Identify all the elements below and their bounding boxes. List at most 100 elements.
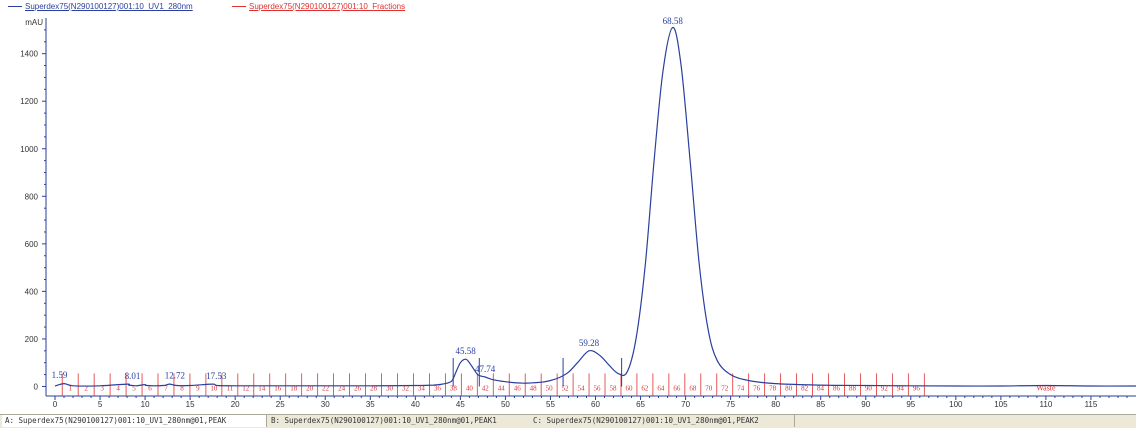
legend-swatch-fractions: [232, 6, 246, 7]
y-tick-label: 1000: [20, 145, 38, 154]
peak-label: 47.74: [475, 364, 496, 374]
fraction-label: 74: [737, 385, 745, 393]
fraction-label: 22: [322, 385, 330, 393]
fraction-label: 6: [148, 385, 152, 393]
fraction-label: 10: [210, 385, 218, 393]
fraction-label: 84: [817, 385, 825, 393]
legend-entry-uv: Superdex75(N290100127)001:10_UV1_280nm: [8, 2, 193, 11]
x-tick-label: 0: [53, 400, 58, 409]
fraction-label: 16: [274, 385, 282, 393]
y-axis-label: mAU: [25, 18, 43, 27]
fraction-label: 42: [482, 385, 490, 393]
fraction-label: 68: [689, 385, 697, 393]
x-tick-label: 20: [231, 400, 240, 409]
x-tick-label: 75: [726, 400, 735, 409]
fraction-label: 26: [354, 385, 362, 393]
fraction-label: 76: [753, 385, 761, 393]
legend-label-fractions[interactable]: Superdex75(N290100127)001:10_Fractions: [249, 2, 406, 11]
peak-label: 45.58: [455, 346, 476, 356]
legend-label-uv[interactable]: Superdex75(N290100127)001:10_UV1_280nm: [25, 2, 193, 11]
fraction-label: 90: [865, 385, 873, 393]
fraction-label: 82: [801, 385, 809, 393]
x-tick-label: 115: [1085, 400, 1098, 409]
fraction-label: 1: [68, 385, 72, 393]
peak-label: 17.53: [206, 371, 227, 381]
peak-label: 1.59: [52, 370, 68, 380]
x-tick-label: 10: [141, 400, 150, 409]
x-tick-label: 50: [501, 400, 510, 409]
x-tick-label: 5: [98, 400, 103, 409]
x-tick-label: 30: [321, 400, 330, 409]
x-tick-label: 65: [636, 400, 645, 409]
y-tick-label: 0: [34, 382, 39, 391]
fraction-label: 14: [258, 385, 266, 393]
fraction-label: 92: [881, 385, 889, 393]
fraction-label: 18: [290, 385, 298, 393]
fraction-label: 44: [498, 385, 506, 393]
fraction-label: 58: [609, 385, 617, 393]
fraction-label: 8: [180, 385, 184, 393]
y-tick-label: 1400: [20, 50, 38, 59]
fraction-label: 88: [849, 385, 857, 393]
fraction-waste-label: Waste: [1036, 384, 1056, 393]
fraction-label: 20: [306, 385, 314, 393]
tab-peak-a[interactable]: A: Superdex75(N290100127)001:10_UV1_280n…: [2, 415, 267, 427]
fraction-label: 54: [578, 385, 586, 393]
fraction-label: 3: [100, 385, 104, 393]
fraction-label: 34: [418, 385, 426, 393]
y-tick-label: 1200: [20, 97, 38, 106]
fraction-label: 40: [466, 385, 474, 393]
x-tick-label: 95: [906, 400, 915, 409]
y-tick-label: 200: [25, 335, 39, 344]
y-tick-label: 400: [25, 287, 39, 296]
x-tick-label: 105: [994, 400, 1008, 409]
chart-legend: Superdex75(N290100127)001:10_UV1_280nm S…: [0, 0, 1136, 14]
fraction-label: 62: [641, 385, 649, 393]
fraction-label: 72: [721, 385, 729, 393]
peak-label: 8.01: [125, 371, 141, 381]
fraction-label: 86: [833, 385, 841, 393]
x-tick-label: 55: [546, 400, 555, 409]
fraction-label: 66: [673, 385, 681, 393]
fraction-label: 96: [913, 385, 921, 393]
x-tick-label: 40: [411, 400, 420, 409]
fraction-label: 36: [434, 385, 442, 393]
fraction-label: 60: [625, 385, 633, 393]
fraction-label: 30: [386, 385, 394, 393]
peak-label: 12.72: [165, 371, 185, 381]
tab-peak-b[interactable]: B: Superdex75(N290100127)001:10_UV1_280n…: [268, 415, 531, 427]
fraction-label: 64: [657, 385, 665, 393]
fraction-label: 12: [242, 385, 250, 393]
y-tick-label: 800: [25, 192, 39, 201]
fraction-label: 28: [370, 385, 378, 393]
fraction-label: 80: [785, 385, 793, 393]
x-tick-label: 110: [1040, 400, 1053, 409]
x-tick-label: 80: [771, 400, 780, 409]
x-tick-label: 60: [591, 400, 600, 409]
fraction-label: 38: [450, 385, 458, 393]
peak-label: 68.58: [663, 16, 684, 26]
fraction-label: 5: [132, 385, 136, 393]
x-tick-label: 90: [861, 400, 870, 409]
fraction-label: 7: [164, 385, 168, 393]
x-tick-label: 15: [186, 400, 195, 409]
fraction-label: 56: [594, 385, 602, 393]
fraction-label: 11: [226, 385, 233, 393]
fraction-label: 78: [769, 385, 777, 393]
x-tick-label: 85: [816, 400, 825, 409]
tab-peak-c[interactable]: C: Superdex75(N290100127)001:10_UV1_280n…: [530, 415, 795, 427]
fraction-label: 9: [196, 385, 200, 393]
y-tick-label: 600: [25, 240, 39, 249]
x-tick-label: 25: [276, 400, 285, 409]
fraction-label: 32: [402, 385, 410, 393]
x-tick-label: 100: [949, 400, 963, 409]
legend-entry-fractions: Superdex75(N290100127)001:10_Fractions: [232, 2, 405, 11]
x-tick-label: 35: [366, 400, 375, 409]
fraction-label: 2: [84, 385, 88, 393]
peak-label: 59.28: [579, 338, 600, 348]
peak-table-tabs: A: Superdex75(N290100127)001:10_UV1_280n…: [0, 414, 1136, 428]
fraction-label: 4: [116, 385, 120, 393]
fraction-label: 50: [546, 385, 554, 393]
fraction-label: 52: [562, 385, 570, 393]
